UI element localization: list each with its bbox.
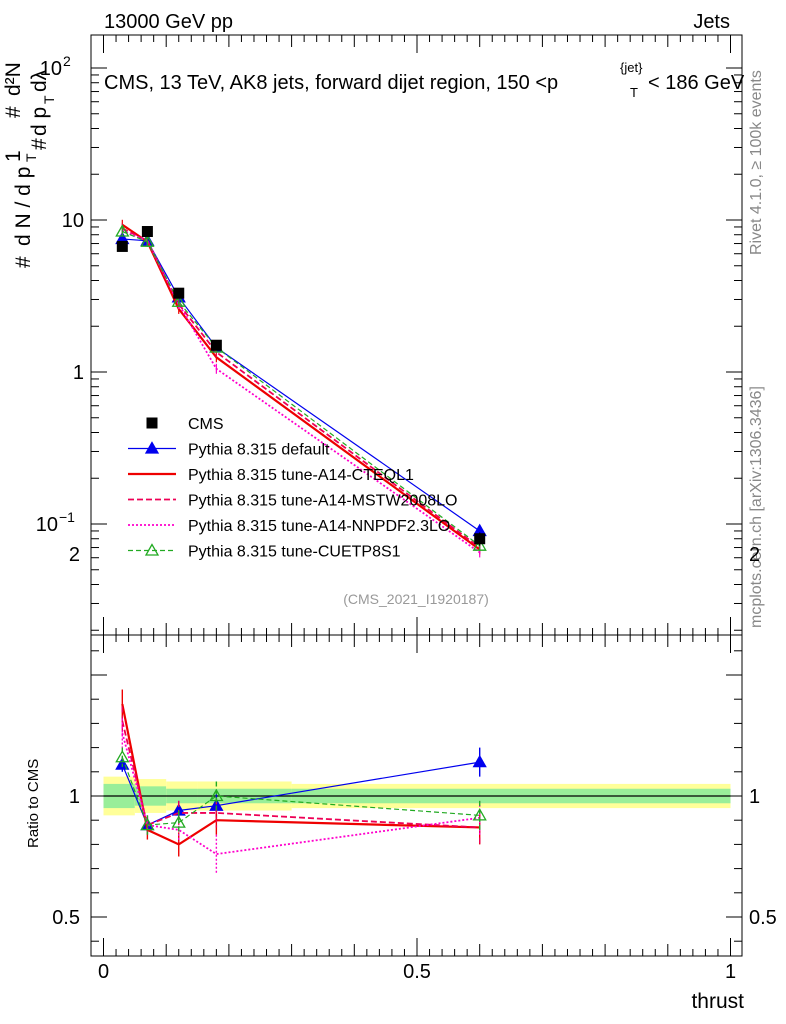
ratio-series-line [121,732,480,856]
main-series-marker [115,224,130,237]
header-right: Jets [693,11,730,33]
ratio-series-marker [140,817,155,831]
header-left: 13000 GeV pp [104,11,233,33]
main-y-tick-exponent: −1 [59,509,75,525]
title-main: CMS, 13 TeV, AK8 jets, forward dijet reg… [104,72,558,94]
ratio-series-marker [472,808,487,821]
data-point [210,339,222,351]
legend-label: CMS [188,416,224,433]
ratio-y-tick-label-right: 1 [749,786,760,808]
ylabel-part-2: d N / d p [12,167,35,246]
title-subscript: T [630,85,638,100]
main-y-tick-label: 10 [62,210,84,232]
ylabel-part-7: T [41,95,57,104]
legend-marker [144,543,160,556]
ylabel-part-10: d²N [2,62,25,96]
legend-label: Pythia 8.315 tune-A14-MSTW2008LO [188,493,457,510]
rivet-note: Rivet 4.1.0, ≥ 100k events [748,70,765,255]
ylabel-part-5: # [28,138,51,150]
main-series-marker [140,234,155,247]
data-point [173,287,185,299]
main-series-line [122,238,481,532]
ratio-series-marker [171,815,186,828]
ratio-y-tick-label-right: 0.5 [749,907,777,929]
x-axis-label: thrust [691,990,744,1013]
main-y-tick-label: 1 [73,362,84,384]
main-y-axis-label: # d N / d p 1 T # d p T dλ # d²N [2,62,57,268]
data-point [116,240,128,252]
title-superscript: {jet} [620,60,643,75]
ratio-y-label: Ratio to CMS [25,759,42,848]
legend-marker [146,417,158,429]
analysis-id-watermark: (CMS_2021_I1920187) [343,591,489,607]
data-point [474,533,486,545]
legend: CMS Pythia 8.315 default Pythia 8.315 tune… [128,416,457,561]
legend-marker [144,441,160,454]
main-y-tick-label: 10 [36,514,58,536]
ratio-y-tick-label-left: 1 [69,786,80,808]
data-point [141,226,153,238]
ratio-series-marker [209,788,224,802]
main-title: CMS, 13 TeV, AK8 jets, forward dijet reg… [104,60,745,100]
main-panel [115,219,487,558]
ratio-series-marker [115,749,130,763]
title-end: < 186 GeV [648,72,745,94]
ylabel-part-8: dλ [28,69,51,92]
ylabel-part-4: T [23,153,39,162]
ratio-series-line [121,757,480,826]
main-series-marker [171,294,186,307]
main-series-marker [472,538,487,551]
legend-label: Pythia 8.315 tune-CUETP8S1 [188,544,401,561]
legend-label: Pythia 8.315 tune-A14-NNPDF2.3LO [188,518,450,535]
ratio-y-tick-label-left: 0.5 [52,907,80,929]
ylabel-part-1: # [12,256,35,268]
x-tick-label: 1 [725,961,736,983]
ratio-y-tick-label-right: 2 [749,544,760,566]
x-tick-label: 0 [98,961,109,983]
ratio-panel [103,689,731,874]
x-tick-label: 0.5 [403,961,431,983]
ylabel-part-9: # [2,106,25,118]
main-y-tick-label: 10 [40,58,62,80]
ylabel-part-3: 1 [2,150,25,162]
main-series-line [122,230,481,547]
ratio-series-marker [472,754,487,768]
legend-label: Pythia 8.315 default [188,442,330,459]
ratio-y-tick-label-left: 2 [69,544,80,566]
mcplots-note: mcplots.cern.ch [arXiv:1306.3436] [748,386,765,628]
main-y-tick-exponent: 2 [63,53,71,69]
ylabel-part-6: d p [28,107,51,136]
legend-label: Pythia 8.315 tune-A14-CTEQL1 [188,467,414,484]
